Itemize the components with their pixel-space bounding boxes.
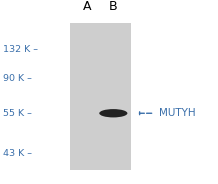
Text: B: B xyxy=(109,0,118,13)
Bar xyxy=(70,23,131,170)
Text: 90 K –: 90 K – xyxy=(3,74,32,83)
Text: MUTYH: MUTYH xyxy=(159,108,196,118)
Text: 55 K –: 55 K – xyxy=(3,109,32,118)
Text: 132 K –: 132 K – xyxy=(3,45,38,54)
Ellipse shape xyxy=(99,109,127,117)
Text: A: A xyxy=(83,0,92,13)
Text: 43 K –: 43 K – xyxy=(3,149,32,158)
